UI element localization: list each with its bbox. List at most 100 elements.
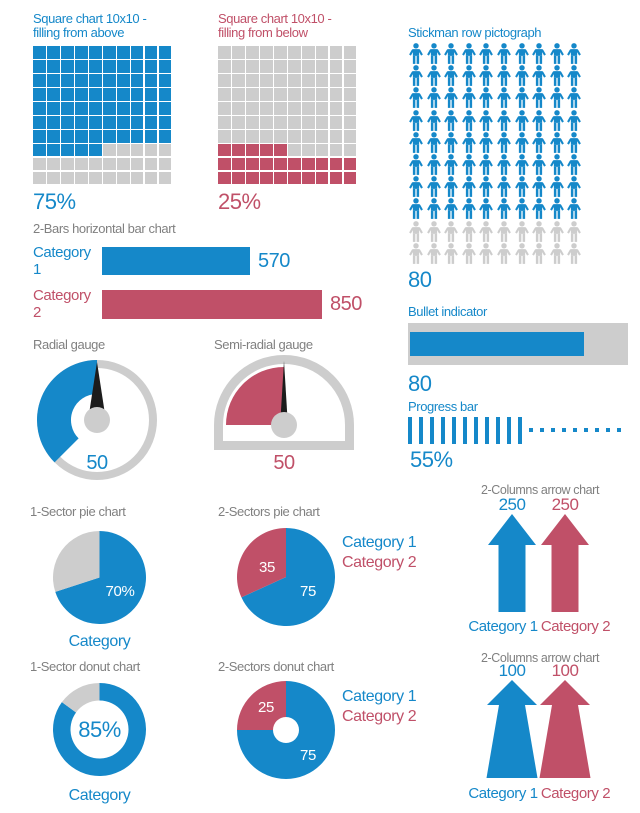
grid-cell <box>218 143 231 157</box>
grid-cell <box>60 101 74 115</box>
person-icon-svg <box>409 242 423 264</box>
grid-cell <box>301 73 315 87</box>
arrow-up-red <box>541 514 589 612</box>
person-icon-svg <box>444 87 459 109</box>
person-icon-svg <box>549 131 564 153</box>
two-sectors-pie-chart[interactable]: 2-Sectors pie chart 35 75 Category 1 Cat… <box>218 505 418 665</box>
bullet-bar <box>410 332 584 356</box>
person-icon <box>531 109 549 132</box>
one-sector-donut-chart[interactable]: 1-Sector donut chart 85% Category <box>30 660 190 810</box>
bullet-indicator[interactable]: Bullet indicator 80 <box>408 305 628 397</box>
pie-slice <box>61 683 100 713</box>
two-columns-arrow-chart-2[interactable]: 2-Columns arrow chart 100 100 Category 1… <box>460 651 630 806</box>
grid-cell <box>60 87 74 101</box>
grid-cell <box>130 143 144 157</box>
person-icon <box>496 87 514 109</box>
grid-cell <box>158 87 172 101</box>
grid-cell <box>74 73 88 87</box>
grid-cell <box>231 73 245 87</box>
grid-cell <box>116 73 130 87</box>
donut <box>237 681 335 784</box>
arrow-value: 100 <box>498 661 526 680</box>
square-chart-filling-from-below[interactable]: Square chart 10x10 - filling from below … <box>218 12 357 215</box>
person-icon-svg <box>497 109 511 131</box>
grid-cell <box>130 59 144 73</box>
bullet-track <box>408 323 628 365</box>
grid-cell <box>46 59 60 73</box>
category-caption: Category <box>68 633 131 650</box>
grid-cell <box>231 143 245 157</box>
grid-cell <box>116 157 130 171</box>
person-icon-svg <box>461 87 476 109</box>
person-icon-svg <box>409 198 423 220</box>
grid-cell <box>144 143 158 157</box>
progress-segment-empty <box>595 428 599 432</box>
progress-segment-empty <box>529 428 533 432</box>
grid-cell <box>33 87 46 101</box>
person-icon-svg <box>514 242 529 264</box>
arrows <box>480 512 600 619</box>
stickman-row-pictograph[interactable]: Stickman row pictograph 80 <box>408 26 584 293</box>
arrow-up-red <box>539 680 591 778</box>
two-columns-arrow-chart-1[interactable]: 2-Columns arrow chart 250 250 Category 1… <box>460 483 630 643</box>
grid-cell <box>130 115 144 129</box>
grid-cell <box>102 129 116 143</box>
two-sectors-donut-chart[interactable]: 2-Sectors donut chart 25 75 Category 1 C… <box>218 660 418 810</box>
progress-segment-filled <box>474 416 478 444</box>
grid-cell <box>158 59 172 73</box>
arrow-category-label: Category 2 <box>540 618 611 635</box>
person-icon <box>549 242 567 265</box>
progress-segment-filled <box>463 416 467 444</box>
chart-title: 1-Sector pie chart <box>30 504 126 519</box>
grid-cell <box>116 129 130 143</box>
grid-cell <box>130 46 144 59</box>
grid-cell <box>315 129 329 143</box>
grid-cell <box>245 73 259 87</box>
grid-cell <box>88 87 102 101</box>
person-icon-svg <box>426 87 441 109</box>
grid-cell <box>102 87 116 101</box>
person-icon <box>461 198 479 220</box>
radial-gauge[interactable]: Radial gauge 50 <box>33 337 163 480</box>
grid-cell <box>218 101 231 115</box>
grid-cell <box>343 87 357 101</box>
grid-cell <box>46 73 60 87</box>
grid-cell <box>46 87 60 101</box>
chart-title: Stickman row pictograph <box>408 25 542 40</box>
person-icon <box>496 154 514 176</box>
person-icon <box>531 87 549 109</box>
person-icon <box>443 131 461 154</box>
progress-bar[interactable]: Progress bar 55% <box>408 400 628 473</box>
grid-cell <box>315 101 329 115</box>
legend-item: Category 2 <box>342 554 417 571</box>
progress-segment-filled <box>419 416 423 444</box>
pie-svg <box>52 531 146 624</box>
grid-cell <box>287 87 301 101</box>
grid-cell <box>343 157 357 171</box>
person-icon-svg <box>409 43 423 64</box>
grid-cell <box>33 73 46 87</box>
grid-cell <box>343 115 357 129</box>
person-icon-svg <box>479 154 494 175</box>
person-icon <box>531 242 549 265</box>
chart-title: Square chart 10x10 - filling from above <box>33 12 171 40</box>
legend-item: Category 2 <box>342 708 417 725</box>
chart-title: Radial gauge <box>33 337 105 352</box>
square-chart-filling-from-above[interactable]: Square chart 10x10 - filling from above … <box>33 12 172 215</box>
person-icon-svg <box>532 176 547 198</box>
one-sector-pie-chart[interactable]: 1-Sector pie chart 70% Category <box>30 505 190 660</box>
person-icon <box>566 109 584 132</box>
progress-segment-empty <box>606 428 610 432</box>
person-icon-svg <box>514 220 529 242</box>
grid-cell <box>315 73 329 87</box>
person-icon <box>408 87 426 109</box>
grid-cell <box>231 46 245 59</box>
chart-title: 2-Columns arrow chart <box>480 651 600 665</box>
person-icon-svg <box>479 220 494 242</box>
two-bars-horizontal-bar-chart[interactable]: 2-Bars horizontal bar chart Category 1 5… <box>33 222 393 330</box>
person-icon-svg <box>444 65 459 87</box>
semi-radial-gauge[interactable]: Semi-radial gauge 50 <box>214 338 354 478</box>
person-icon-svg <box>497 87 511 109</box>
grid-cell <box>88 143 102 157</box>
grid-cell <box>116 115 130 129</box>
